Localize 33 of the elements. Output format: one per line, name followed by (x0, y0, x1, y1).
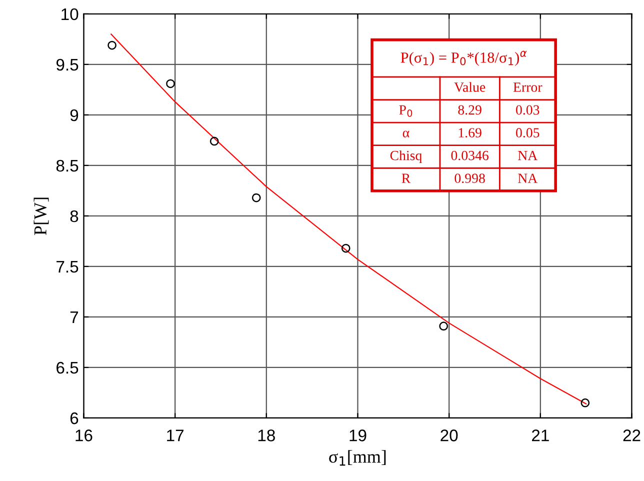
y-tick-label: 6.5 (56, 362, 78, 374)
x-tick-label: 21 (532, 430, 549, 442)
x-tick-label: 20 (440, 430, 458, 442)
annotation: 0.0346 (451, 150, 488, 160)
annotation: P$_{0}$ (399, 105, 412, 117)
y-tick-label: 9.5 (56, 58, 78, 71)
annotation: 1.69 (458, 128, 482, 138)
x-tick-label: 19 (350, 430, 366, 442)
x-axis-title: σ$_{1}$[mm] (329, 450, 386, 466)
y-tick-label: 7.5 (56, 261, 78, 273)
annotation: NA (518, 150, 538, 160)
y-tick-label: 8.5 (56, 160, 78, 172)
annotation: Chisq (390, 150, 422, 164)
annotation: Value (454, 82, 486, 92)
annotation: 0.05 (516, 128, 540, 138)
annotation: α (402, 130, 410, 138)
x-tick-label: 16 (76, 430, 92, 442)
y-axis-title: P[W] (34, 198, 49, 236)
annotation: 8.29 (458, 105, 482, 115)
x-tick-label: 18 (258, 430, 275, 442)
annotation: R (402, 174, 411, 183)
y-tick-label: 6 (70, 412, 78, 424)
y-tick-label: 8 (70, 210, 78, 222)
y-tick-label: 7 (70, 312, 78, 324)
y-tick-label: 9 (70, 109, 78, 122)
y-tick-label: 10 (62, 8, 78, 20)
annotation: P(σ$_{1}$) = P$_{0}$*(18/σ$_{1}$)$^{α}$ (400, 50, 527, 66)
annotation: 0.03 (516, 105, 540, 115)
annotation: 0.998 (454, 174, 485, 184)
annotation: Error (513, 82, 542, 92)
annotation: NA (518, 174, 538, 183)
x-tick-label: 17 (167, 430, 184, 442)
x-tick-label: 22 (623, 430, 640, 442)
